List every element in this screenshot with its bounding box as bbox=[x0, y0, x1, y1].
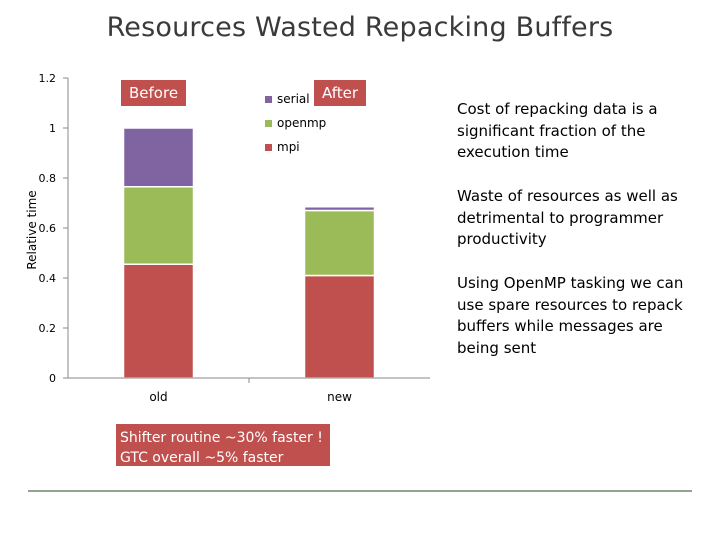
bar-segment-openmp-new bbox=[303, 209, 376, 277]
bullet-openmp: Using OpenMP tasking we can use spare re… bbox=[457, 274, 684, 357]
legend-swatch-mpi bbox=[265, 144, 272, 151]
speedup-message-box: Shifter routine ~30% faster ! GTC overal… bbox=[116, 424, 330, 466]
legend-label-mpi: mpi bbox=[277, 140, 300, 154]
speedup-message-line-1: Shifter routine ~30% faster ! bbox=[120, 430, 323, 446]
legend-swatch-serial bbox=[265, 96, 272, 103]
after-callout: After bbox=[314, 80, 367, 106]
bar-segment-serial-old bbox=[122, 127, 195, 188]
y-tick-label: 1 bbox=[49, 122, 56, 135]
stacked-bar-chart: Relative time 0 0.2 0.4 0.6 0.8 1 1.2 old new s… bbox=[25, 72, 430, 404]
y-tick-label: 1.2 bbox=[39, 72, 57, 85]
legend-label-serial: serial bbox=[277, 92, 310, 106]
speedup-message-line-2: GTC overall ~5% faster bbox=[120, 450, 284, 466]
bar-segment-openmp-old bbox=[122, 186, 195, 265]
legend-swatch-openmp bbox=[265, 120, 272, 127]
y-tick-label: 0.2 bbox=[39, 322, 57, 335]
bullet-waste: Waste of resources as well as detrimenta… bbox=[457, 187, 678, 248]
bullet-cost: Cost of repacking data is a significant … bbox=[457, 100, 658, 161]
before-callout: Before bbox=[121, 80, 187, 106]
y-axis-label: Relative time bbox=[25, 190, 39, 269]
y-tick-label: 0.8 bbox=[39, 172, 57, 185]
slide-title: Resources Wasted Repacking Buffers bbox=[106, 12, 614, 43]
y-tick-label: 0.4 bbox=[39, 272, 57, 285]
bar-segment-mpi-new bbox=[303, 274, 376, 379]
x-tick-label: new bbox=[327, 390, 352, 404]
bar-segment-serial-new bbox=[303, 206, 376, 212]
y-tick-label: 0.6 bbox=[39, 222, 57, 235]
legend-label-openmp: openmp bbox=[277, 116, 326, 130]
bar-segment-mpi-old bbox=[122, 263, 195, 379]
bottom-divider bbox=[28, 490, 692, 492]
y-tick-label: 0 bbox=[49, 372, 56, 385]
x-tick-label: old bbox=[149, 390, 167, 404]
